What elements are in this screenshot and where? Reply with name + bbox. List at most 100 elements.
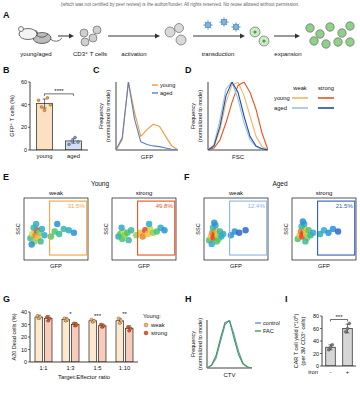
arrow-head — [295, 34, 300, 39]
cell — [93, 26, 101, 34]
cell — [259, 36, 269, 46]
panel-letter: I — [285, 294, 288, 304]
x-tick-label: aged — [67, 153, 80, 159]
x-axis — [30, 150, 88, 151]
dot — [45, 316, 48, 319]
lines — [208, 82, 268, 150]
event — [236, 230, 242, 236]
cell — [322, 40, 330, 48]
dot — [74, 136, 77, 139]
panel-letter: B — [3, 65, 10, 75]
bar — [343, 329, 353, 367]
event — [118, 225, 124, 231]
events — [295, 201, 355, 255]
y-tick-label: 60 — [21, 79, 27, 85]
legend-label: young — [160, 82, 175, 88]
cell — [89, 34, 97, 42]
event — [28, 241, 34, 247]
y-axis-label: SSC — [103, 223, 109, 234]
arrow-head — [69, 34, 74, 39]
x-axis-label: Target:Effector ratio — [58, 374, 111, 380]
significance: ** — [122, 311, 127, 317]
plot-frame — [112, 198, 176, 260]
y-tick — [28, 82, 30, 83]
bars — [35, 314, 133, 362]
bar — [62, 320, 70, 363]
legend-swatch — [318, 97, 334, 99]
plot-subtitle: weak — [228, 190, 244, 196]
legend-label: young — [274, 95, 290, 101]
x-axis-label: GFP — [138, 263, 150, 269]
virus — [205, 22, 211, 28]
dot — [46, 96, 49, 99]
cell — [81, 38, 89, 46]
cell — [175, 24, 184, 33]
y-tick-label: 80 — [313, 313, 319, 319]
y-tick-label: 40 — [21, 309, 27, 315]
x-axis-label: GFP — [230, 263, 242, 269]
y-axis-label: (normalized to mode) — [197, 318, 203, 370]
event — [214, 238, 220, 244]
cell — [334, 38, 342, 46]
x-tick-label: + — [346, 369, 350, 375]
plot-frame — [24, 198, 88, 260]
bar — [44, 318, 52, 362]
y-tick — [320, 316, 322, 317]
y-tick-label: 20 — [21, 334, 27, 340]
arrow — [193, 36, 241, 37]
legend-swatch — [144, 331, 148, 335]
histogram-line — [116, 82, 178, 150]
gate — [138, 201, 175, 255]
dot — [43, 109, 46, 112]
dot — [331, 343, 334, 346]
panel-letter: A — [3, 10, 10, 20]
panel-title: Young — [91, 180, 110, 188]
panel-title: Aged — [272, 180, 288, 188]
dot — [348, 322, 351, 325]
dot — [49, 103, 52, 106]
legend-swatch — [255, 322, 261, 323]
x-tick-label: 1:3 — [66, 365, 74, 371]
dot — [346, 327, 349, 330]
y-tick — [28, 150, 30, 151]
mouse-tail — [36, 34, 48, 37]
lines — [116, 82, 178, 150]
gate-label: 21.5% — [336, 203, 354, 209]
dot — [37, 99, 40, 102]
cell — [316, 30, 324, 38]
virus — [221, 19, 227, 25]
panel-letter: C — [93, 65, 100, 75]
significance: * — [69, 311, 72, 317]
legend-label: weak — [150, 322, 165, 328]
event — [242, 227, 248, 233]
bar — [89, 321, 97, 362]
cell — [346, 22, 354, 30]
legend-swatch — [292, 107, 308, 109]
dot — [129, 327, 132, 330]
y-tick — [320, 366, 322, 367]
legend-label: FAC — [263, 328, 274, 334]
gate — [230, 201, 267, 255]
gate-label: 31.5% — [68, 203, 86, 209]
gfp-dot — [253, 30, 256, 33]
y-axis-label: Frequency — [190, 331, 196, 357]
cell — [338, 29, 346, 37]
plot-frame — [292, 198, 356, 260]
histogram-line — [207, 320, 252, 368]
event — [128, 227, 134, 233]
legend-header: strong — [318, 85, 334, 91]
y-tick — [320, 328, 322, 329]
schematic-label: transduction — [202, 51, 235, 57]
bars — [326, 322, 353, 366]
event — [220, 231, 226, 237]
events — [115, 201, 175, 255]
cell — [176, 35, 186, 45]
error-bar — [100, 324, 104, 328]
legend-swatch — [144, 323, 148, 327]
panel-letter: F — [184, 172, 190, 182]
y-axis — [30, 82, 31, 150]
y-axis-label: SSC — [283, 223, 289, 234]
legend-label: strong — [151, 330, 167, 336]
y-tick-label: 20 — [21, 124, 27, 130]
dot — [48, 317, 51, 320]
